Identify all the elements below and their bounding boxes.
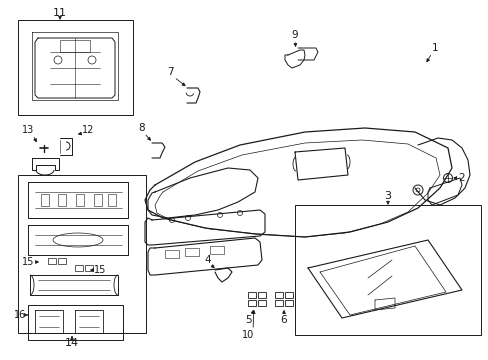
Text: 13: 13 <box>22 125 34 135</box>
Text: 11: 11 <box>53 8 67 18</box>
Text: 10: 10 <box>242 330 254 340</box>
Text: 9: 9 <box>291 30 298 40</box>
Bar <box>41 194 49 206</box>
Bar <box>258 300 265 306</box>
Text: 15: 15 <box>94 265 106 275</box>
Bar <box>285 292 292 298</box>
Text: 5: 5 <box>244 315 251 325</box>
Text: 6: 6 <box>280 315 287 325</box>
Bar <box>258 292 265 298</box>
Bar <box>75 265 83 271</box>
Text: 12: 12 <box>81 125 94 135</box>
Text: 3: 3 <box>384 191 391 201</box>
Bar <box>28 305 123 340</box>
Text: 2: 2 <box>458 173 465 183</box>
Bar <box>108 194 116 206</box>
Bar <box>164 250 179 258</box>
Bar <box>60 40 90 52</box>
Bar <box>247 292 256 298</box>
Bar <box>94 194 102 206</box>
Text: 7: 7 <box>166 67 173 77</box>
Bar <box>209 246 224 254</box>
Bar <box>85 265 93 271</box>
Bar <box>48 258 56 264</box>
Bar <box>58 258 66 264</box>
Text: 14: 14 <box>65 338 79 348</box>
Bar <box>76 194 84 206</box>
Text: 8: 8 <box>139 123 145 133</box>
Text: 15: 15 <box>22 257 34 267</box>
Bar <box>285 300 292 306</box>
Bar <box>274 292 283 298</box>
Bar <box>184 248 199 256</box>
Text: 4: 4 <box>204 255 211 265</box>
Bar <box>18 175 146 333</box>
Bar <box>274 300 283 306</box>
Bar <box>58 194 66 206</box>
Bar <box>18 20 133 115</box>
Bar <box>294 205 480 335</box>
Text: 1: 1 <box>431 43 437 53</box>
Bar <box>247 300 256 306</box>
Text: 16: 16 <box>14 310 26 320</box>
